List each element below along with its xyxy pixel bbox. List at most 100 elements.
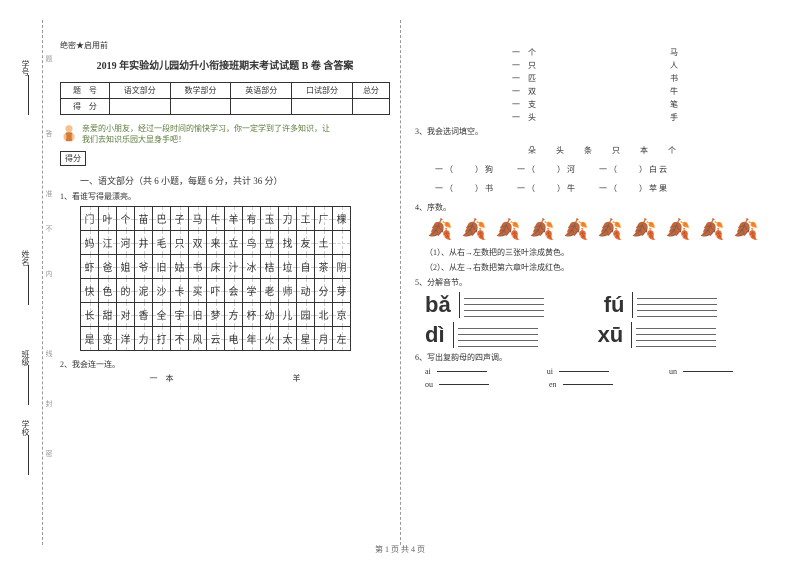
grid-cell: 爷 xyxy=(135,255,153,279)
right-page: 一 个马一 只人一 匹书一 双牛一 支笔一 头手 3、我会选词填空。 朵 头 条… xyxy=(415,45,775,393)
grid-cell: 梦 xyxy=(207,303,225,327)
fill-line: 一（ ）书 一（ ）牛 一（ ）苹果 xyxy=(415,183,775,194)
question-label: 2、我会连一连。 xyxy=(60,359,390,370)
side-tip: 密 xyxy=(44,450,54,457)
grid-cell: 香 xyxy=(135,303,153,327)
grid-cell: 书 xyxy=(189,255,207,279)
match-right: 牛 xyxy=(670,86,678,97)
leaf-icon: 🍂 xyxy=(425,219,455,241)
leaf-icon: 🍂 xyxy=(459,219,489,241)
grid-cell: 北 xyxy=(315,303,333,327)
leaf-icon: 🍂 xyxy=(629,219,659,241)
score-box: 得分 xyxy=(60,151,86,166)
match-right: 马 xyxy=(670,47,678,58)
grid-cell: 妈 xyxy=(81,231,99,255)
match-left: 一 个 xyxy=(512,47,536,58)
side-label-class: 班级 xyxy=(20,350,31,366)
match-left: 一 支 xyxy=(512,99,536,110)
fill-line: 一（ ）狗 一（ ）河 一（ ）白云 xyxy=(415,164,775,175)
grid-cell: 茶 xyxy=(315,255,333,279)
side-tip: 封 xyxy=(44,400,54,407)
grid-cell: 工 xyxy=(297,207,315,231)
score-table: 题 号 语文部分 数学部分 英语部分 口试部分 总分 得 分 xyxy=(60,82,390,115)
grid-cell: 来 xyxy=(207,231,225,255)
grid-cell: 是 xyxy=(81,327,99,351)
td xyxy=(231,99,292,115)
pinyin-lines xyxy=(464,293,544,317)
left-page: 绝密★启用前 2019 年实验幼儿园幼升小衔接班期末考试试题 B 卷 含答案 题… xyxy=(60,40,390,386)
question-label: 3、我会选词填空。 xyxy=(415,126,775,137)
grid-row: 长甜对香全宇旧梦方杯幼儿园北京 xyxy=(81,303,351,327)
match-left: 一 本 xyxy=(150,373,174,384)
pinyin-syllable: dì xyxy=(425,322,454,348)
grid-cell: 鸟 xyxy=(243,231,261,255)
match-row: 一 头手 xyxy=(415,112,775,123)
grid-cell: 太 xyxy=(279,327,297,351)
grid-cell: 河 xyxy=(117,231,135,255)
pinyin-block: xū xyxy=(598,322,717,348)
side-label-name: 姓名 xyxy=(20,250,31,266)
grid-cell: 长 xyxy=(81,303,99,327)
match-right: 手 xyxy=(670,112,678,123)
match-right: 笔 xyxy=(670,99,678,110)
th: 口试部分 xyxy=(292,83,353,99)
section-title: 一、语文部分（共 6 小题，每题 6 分，共计 36 分） xyxy=(80,174,390,187)
exam-title: 2019 年实验幼儿园幼升小衔接班期末考试试题 B 卷 含答案 xyxy=(60,57,390,72)
side-underline xyxy=(28,435,29,475)
grid-cell: 有 xyxy=(243,207,261,231)
intro-text: 亲爱的小朋友，经过一段时间的愉快学习，你一定学到了许多知识，让 我们去知识乐园大… xyxy=(82,123,330,145)
grid-cell: 星 xyxy=(297,327,315,351)
leaf-icon: 🍂 xyxy=(493,219,523,241)
grid-cell: 老 xyxy=(261,279,279,303)
grid-cell: 自 xyxy=(297,255,315,279)
grid-cell: 厂 xyxy=(315,207,333,231)
grid-cell: 学 xyxy=(243,279,261,303)
match-row: 一 匹书 xyxy=(415,73,775,84)
th: 数学部分 xyxy=(170,83,231,99)
match-right: 书 xyxy=(670,73,678,84)
side-tip: 不 xyxy=(44,225,54,232)
question-label: 4、序数。 xyxy=(415,202,775,213)
grid-cell: 汁 xyxy=(225,255,243,279)
grid-cell: 棵 xyxy=(333,207,351,231)
grid-cell: 毛 xyxy=(153,231,171,255)
th: 总分 xyxy=(352,83,389,99)
pinyin-lines xyxy=(636,323,716,347)
grid-row: 门叶个苗巴子马牛羊有玉刀工厂棵 xyxy=(81,207,351,231)
question-label: 1、看谁写得最漂亮。 xyxy=(60,191,390,202)
grid-cell: 的 xyxy=(117,279,135,303)
grid-row: 虾爸姐爷旧姑书床汁冰桔垃自茶阴 xyxy=(81,255,351,279)
tone-row: ou en xyxy=(425,380,775,389)
grid-cell: 马 xyxy=(189,207,207,231)
leaf-icon: 🍂 xyxy=(663,219,693,241)
grid-cell: 双 xyxy=(189,231,207,255)
pinyin-lines xyxy=(637,293,717,317)
grid-cell: 爸 xyxy=(99,255,117,279)
grid-cell: 色 xyxy=(99,279,117,303)
tone-item: ui xyxy=(547,367,609,376)
tone-row: ai ui un xyxy=(425,367,775,376)
page-footer: 第 1 页 共 4 页 xyxy=(0,544,800,555)
side-underline xyxy=(28,75,29,115)
grid-cell: 打 xyxy=(153,327,171,351)
grid-cell: 儿 xyxy=(279,303,297,327)
grid-cell: 吓 xyxy=(207,279,225,303)
tone-item: ou xyxy=(425,380,489,389)
leaf-icon: 🍂 xyxy=(527,219,557,241)
grid-cell: 姐 xyxy=(117,255,135,279)
grid-cell: 找 xyxy=(279,231,297,255)
pinyin-lines xyxy=(458,323,538,347)
grid-row: 妈江河井毛只双来立鸟豆找友土 xyxy=(81,231,351,255)
pinyin-syllable: fú xyxy=(604,292,634,318)
pinyin-syllable: xū xyxy=(598,322,633,348)
grid-cell: 旧 xyxy=(189,303,207,327)
grid-cell: 子 xyxy=(171,207,189,231)
grid-cell: 京 xyxy=(333,303,351,327)
grid-cell: 垃 xyxy=(279,255,297,279)
pinyin-block: dì xyxy=(425,322,538,348)
grid-cell: 江 xyxy=(99,231,117,255)
grid-cell: 沙 xyxy=(153,279,171,303)
grid-cell: 刀 xyxy=(279,207,297,231)
table-row: 题 号 语文部分 数学部分 英语部分 口试部分 总分 xyxy=(61,83,390,99)
td xyxy=(170,99,231,115)
